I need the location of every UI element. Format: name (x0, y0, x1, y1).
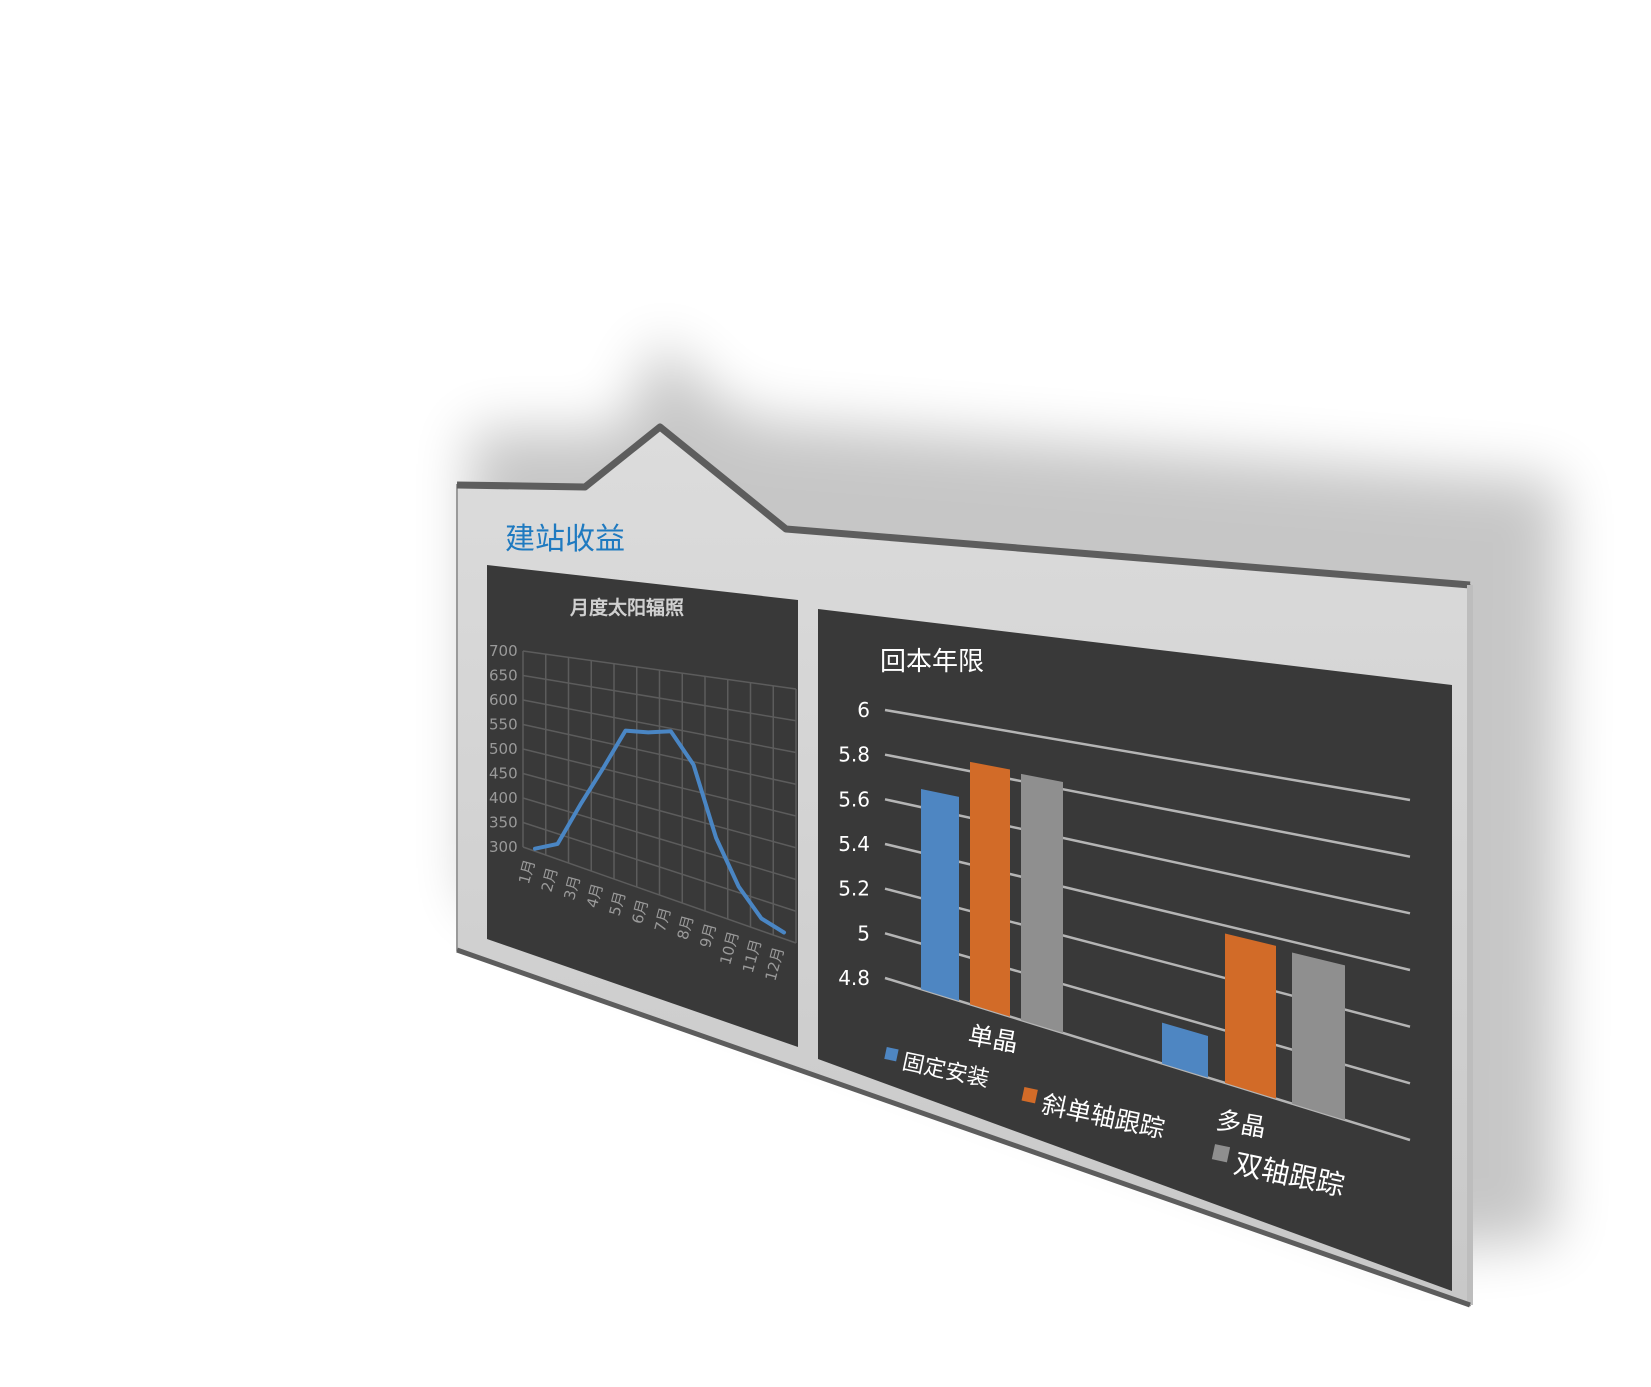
bar-0-1 (970, 761, 1010, 1017)
bar-0-2 (1021, 773, 1063, 1033)
bar-chart-bars (921, 761, 1345, 1120)
bar-1-1 (1225, 933, 1276, 1099)
line-chart-y-axis: 300 350 400 450 500 550 600 650 700 (489, 642, 518, 856)
bar-legend-swatch (1211, 1144, 1231, 1163)
line-x-tick-label: 7月 (651, 905, 675, 933)
line-series-radiation (533, 728, 786, 935)
line-y-tick-label: 400 (489, 789, 518, 807)
line-x-tick-label: 4月 (583, 881, 607, 909)
line-y-tick-label: 350 (489, 814, 518, 832)
line-chart-grid (522, 650, 797, 944)
bar-0-0 (921, 788, 959, 1001)
board-title: 建站收益 (505, 522, 625, 557)
line-y-tick-label: 450 (489, 765, 518, 783)
bar-y-tick-label: 5.4 (838, 832, 870, 856)
bar-chart-y-axis: 4.8 5 5.2 5.4 5.6 5.8 6 (838, 698, 870, 990)
line-y-tick-label: 650 (489, 667, 518, 685)
line-x-tick-label: 2月 (538, 866, 562, 894)
line-x-tick-label: 1月 (515, 858, 539, 886)
bar-gridline (884, 708, 1411, 802)
line-y-tick-label: 550 (489, 716, 518, 734)
bar-legend-swatch (884, 1046, 899, 1062)
line-x-tick-label: 8月 (674, 913, 698, 941)
bar-y-tick-label: 4.8 (838, 966, 870, 990)
bar-chart-title: 回本年限 (880, 647, 984, 677)
line-y-tick-label: 500 (489, 740, 518, 758)
bar-legend-swatch (1021, 1087, 1038, 1104)
bar-1-0 (1162, 1022, 1208, 1078)
bar-y-tick-label: 5.8 (838, 743, 870, 767)
line-x-tick-label: 5月 (606, 889, 630, 917)
bar-1-2 (1292, 952, 1345, 1120)
bar-y-tick-label: 6 (857, 698, 870, 722)
bar-y-tick-label: 5 (857, 921, 870, 945)
line-x-tick-label: 6月 (628, 897, 652, 925)
line-y-tick-label: 600 (489, 691, 518, 709)
line-chart-title: 月度太阳辐照 (569, 596, 684, 619)
line-y-tick-label: 300 (489, 838, 518, 856)
line-y-tick-label: 700 (489, 642, 518, 660)
line-x-tick-label: 9月 (696, 921, 720, 949)
bar-y-tick-label: 5.6 (838, 787, 870, 811)
line-x-tick-label: 3月 (560, 874, 584, 902)
bar-y-tick-label: 5.2 (838, 877, 870, 901)
